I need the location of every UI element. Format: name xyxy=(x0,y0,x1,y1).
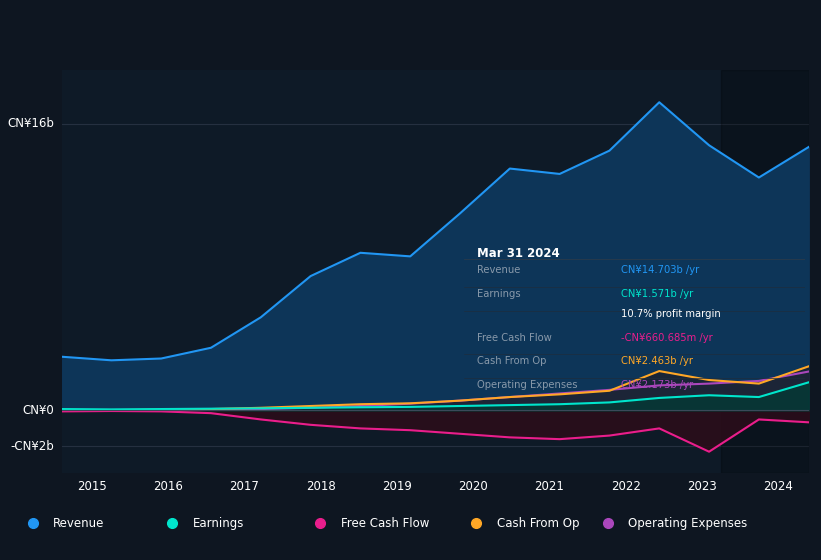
Text: CN¥2.173b /yr: CN¥2.173b /yr xyxy=(621,380,693,390)
Text: Mar 31 2024: Mar 31 2024 xyxy=(478,247,560,260)
Text: CN¥2.463b /yr: CN¥2.463b /yr xyxy=(621,356,693,366)
Text: Free Cash Flow: Free Cash Flow xyxy=(478,333,553,343)
Text: Cash From Op: Cash From Op xyxy=(478,356,547,366)
Text: 10.7% profit margin: 10.7% profit margin xyxy=(621,309,720,319)
Text: Revenue: Revenue xyxy=(478,265,521,276)
Text: CN¥1.571b /yr: CN¥1.571b /yr xyxy=(621,289,693,299)
Text: Free Cash Flow: Free Cash Flow xyxy=(341,516,429,530)
Text: Earnings: Earnings xyxy=(193,516,245,530)
Text: CN¥16b: CN¥16b xyxy=(7,117,54,130)
Bar xyxy=(721,70,809,473)
Text: CN¥14.703b /yr: CN¥14.703b /yr xyxy=(621,265,699,276)
Text: Revenue: Revenue xyxy=(53,516,105,530)
Text: Cash From Op: Cash From Op xyxy=(497,516,579,530)
Text: -CN¥2b: -CN¥2b xyxy=(11,440,54,453)
Text: Earnings: Earnings xyxy=(478,289,521,299)
Text: Operating Expenses: Operating Expenses xyxy=(628,516,747,530)
Text: Operating Expenses: Operating Expenses xyxy=(478,380,578,390)
Text: CN¥0: CN¥0 xyxy=(22,404,54,417)
Text: -CN¥660.685m /yr: -CN¥660.685m /yr xyxy=(621,333,713,343)
